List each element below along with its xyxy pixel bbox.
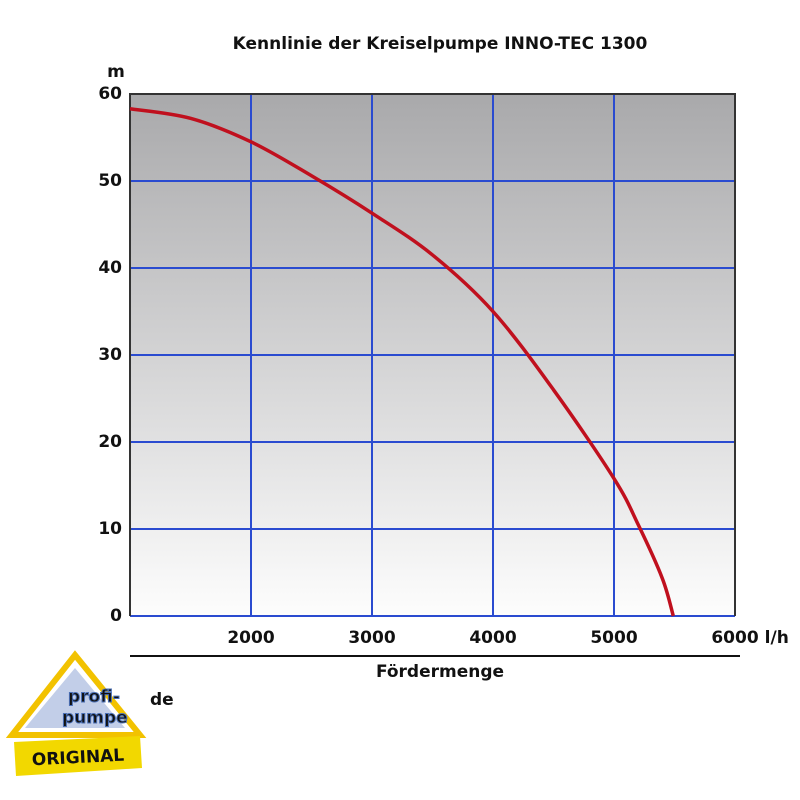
- logo: profi- pumpe de ORIGINAL: [5, 650, 174, 776]
- x-tick-label: 3000: [348, 628, 395, 648]
- x-tick-label: 5000: [590, 628, 637, 648]
- x-axis-label: Fördermenge: [376, 662, 504, 682]
- y-tick-label: 30: [98, 345, 122, 365]
- plot-frame: [129, 93, 736, 616]
- y-tick-label: 40: [98, 258, 122, 278]
- logo-roof: [5, 650, 147, 738]
- x-tick-label: 2000: [227, 628, 274, 648]
- x-tick-label: 6000: [711, 628, 758, 648]
- y-tick-label: 60: [98, 84, 122, 104]
- x-tick-label: 4000: [469, 628, 516, 648]
- y-tick-label: 10: [98, 519, 122, 539]
- logo-line2: pumpe: [62, 708, 128, 728]
- x-axis-unit: l/h: [765, 628, 789, 648]
- logo-house: [25, 668, 125, 728]
- logo-badge: [14, 736, 142, 776]
- y-tick-label: 50: [98, 171, 122, 191]
- chart-title: Kennlinie der Kreiselpumpe INNO-TEC 1300: [233, 34, 648, 54]
- logo-line1: profi-: [68, 687, 120, 707]
- y-axis-label: m: [107, 62, 125, 82]
- logo-badge-text: ORIGINAL: [31, 746, 124, 771]
- y-tick-label: 20: [98, 432, 122, 452]
- curve: [129, 107, 675, 617]
- logo-tld: de: [150, 690, 174, 710]
- y-tick-label: 0: [110, 606, 122, 626]
